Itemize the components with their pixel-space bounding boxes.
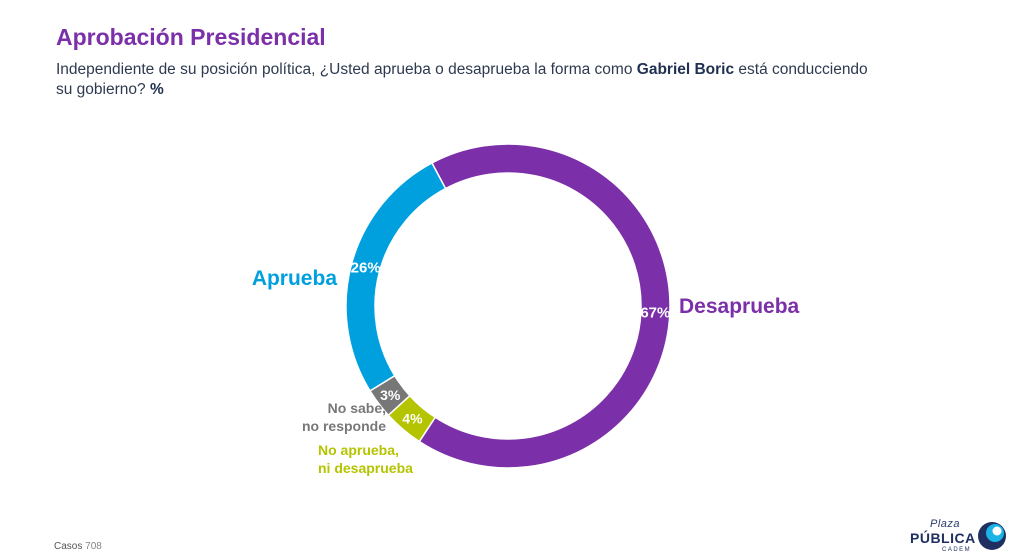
category-label-1: No aprueba, ni desaprueba (318, 442, 413, 476)
logo-line-3: CADEM (942, 547, 972, 553)
logo-line-1: Plaza (930, 518, 961, 530)
logo-line-2: PÚBLICA (910, 530, 976, 546)
subtitle-text-1: Independiente de su posición política, ¿… (56, 61, 637, 78)
cases-footer: Casos 708 (54, 541, 102, 552)
value-label-0: 67% (640, 305, 670, 322)
chart-title: Aprobación Presidencial (56, 24, 326, 50)
logo-swirl-icon (978, 522, 1006, 550)
category-label-0: Desaprueba (679, 295, 800, 318)
subtitle-text-2: está conducciendo su gobierno? (56, 61, 868, 98)
subtitle-unit: % (149, 81, 164, 98)
value-label-2: 3% (380, 387, 401, 403)
donut-slice-0 (418, 143, 671, 469)
donut-slice-3 (345, 161, 447, 392)
category-label-3: Aprueba (252, 267, 338, 290)
subtitle-president-name: Gabriel Boric (636, 61, 735, 78)
value-label-3: 26% (351, 259, 381, 276)
chart-subtitle: Independiente de su posición política, ¿… (56, 60, 876, 100)
cases-value: 708 (85, 541, 102, 552)
category-label-2: No sabe, no responde (302, 400, 386, 434)
plaza-publica-logo: Plaza PÚBLICA CADEM (906, 518, 1010, 556)
cases-label: Casos (54, 541, 83, 552)
value-label-1: 4% (402, 410, 423, 426)
